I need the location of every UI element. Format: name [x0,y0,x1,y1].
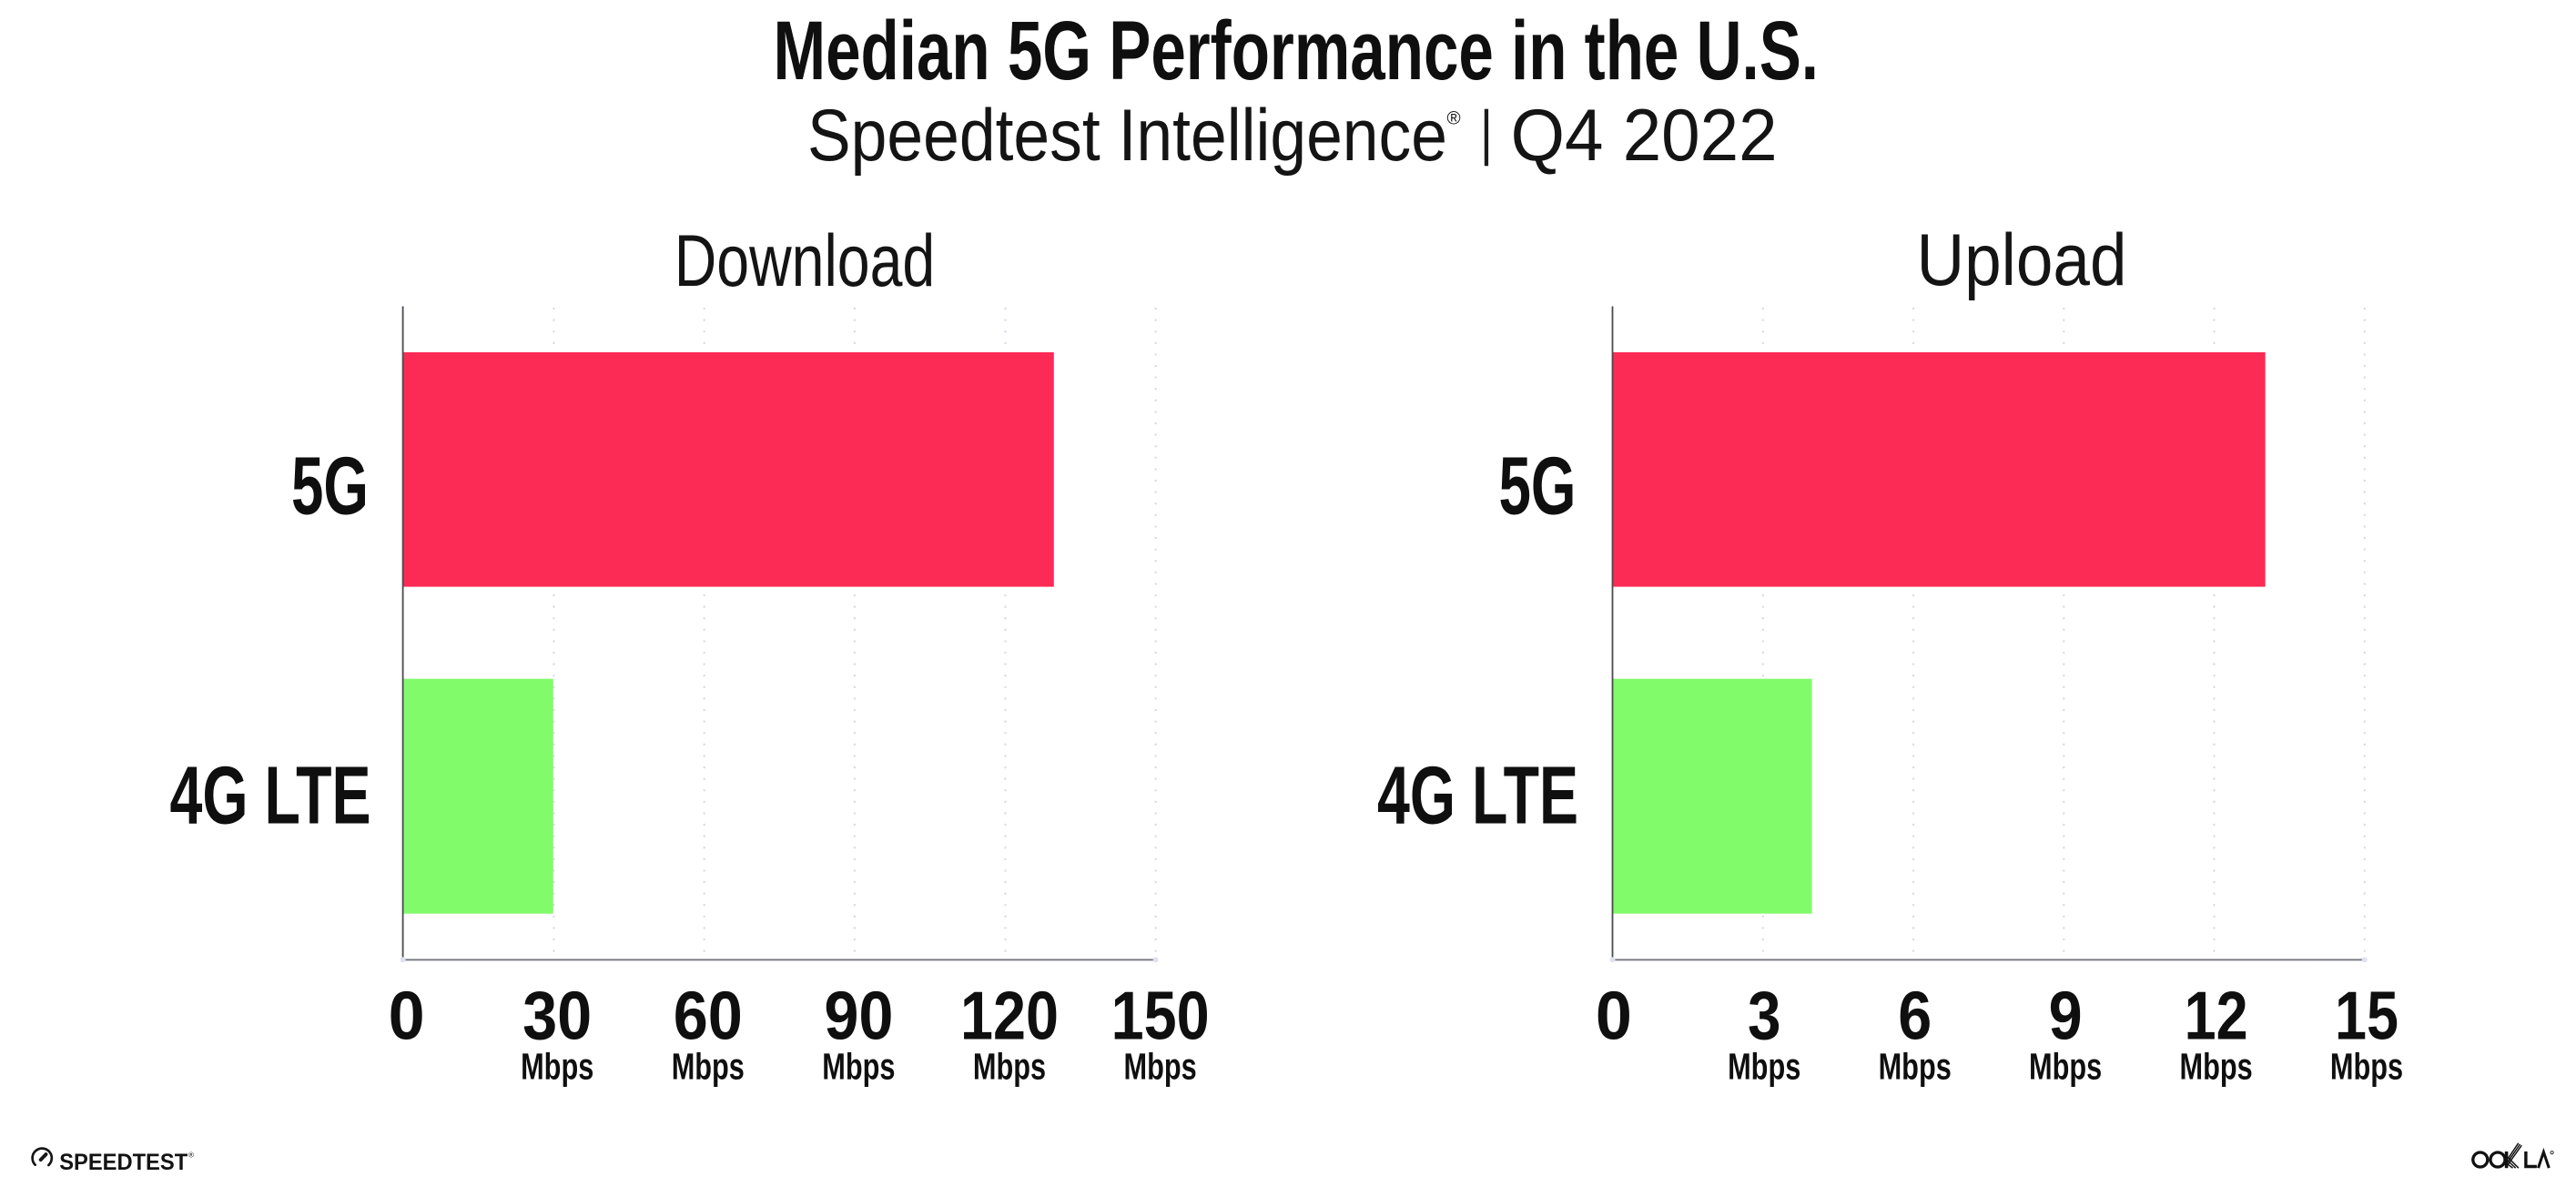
svg-text:SPEEDTEST: SPEEDTEST [59,1151,188,1175]
svg-text:9: 9 [2049,979,2083,1055]
svg-text:0: 0 [389,979,425,1055]
svg-text:150: 150 [1111,979,1210,1055]
svg-text:Mbps: Mbps [2180,1046,2253,1088]
svg-text:Mbps: Mbps [1124,1046,1197,1088]
svg-text:Upload: Upload [1917,219,2127,301]
svg-text:Mbps: Mbps [2029,1046,2102,1088]
svg-text:Mbps: Mbps [973,1046,1046,1088]
svg-text:®: ® [1447,108,1461,129]
svg-text:®: ® [188,1151,194,1160]
svg-text:Mbps: Mbps [1728,1046,1800,1088]
svg-text:120: 120 [960,979,1059,1055]
svg-text:4G LTE: 4G LTE [1377,750,1578,842]
svg-text:Mbps: Mbps [521,1046,593,1088]
svg-text:Download: Download [674,220,936,302]
svg-text:Mbps: Mbps [1879,1046,1952,1088]
svg-text:Median 5G Performance in the U: Median 5G Performance in the U.S. [774,4,1820,97]
svg-text:5G: 5G [1499,441,1577,533]
svg-text:3: 3 [1748,979,1781,1055]
svg-text:Mbps: Mbps [822,1046,895,1088]
svg-text:Mbps: Mbps [672,1046,745,1088]
svg-text:Q4 2022: Q4 2022 [1511,95,1778,177]
svg-text:60: 60 [674,979,743,1055]
svg-text:30: 30 [522,979,592,1055]
svg-text:Mbps: Mbps [2330,1046,2403,1088]
svg-text:15: 15 [2335,979,2399,1055]
svg-text:4G LTE: 4G LTE [170,750,371,842]
svg-text:Speedtest Intelligence: Speedtest Intelligence [807,95,1447,177]
svg-text:5G: 5G [291,441,369,533]
svg-text:12: 12 [2185,979,2248,1055]
svg-text:0: 0 [1596,979,1632,1055]
svg-text:90: 90 [824,979,893,1055]
svg-text:6: 6 [1898,979,1932,1055]
